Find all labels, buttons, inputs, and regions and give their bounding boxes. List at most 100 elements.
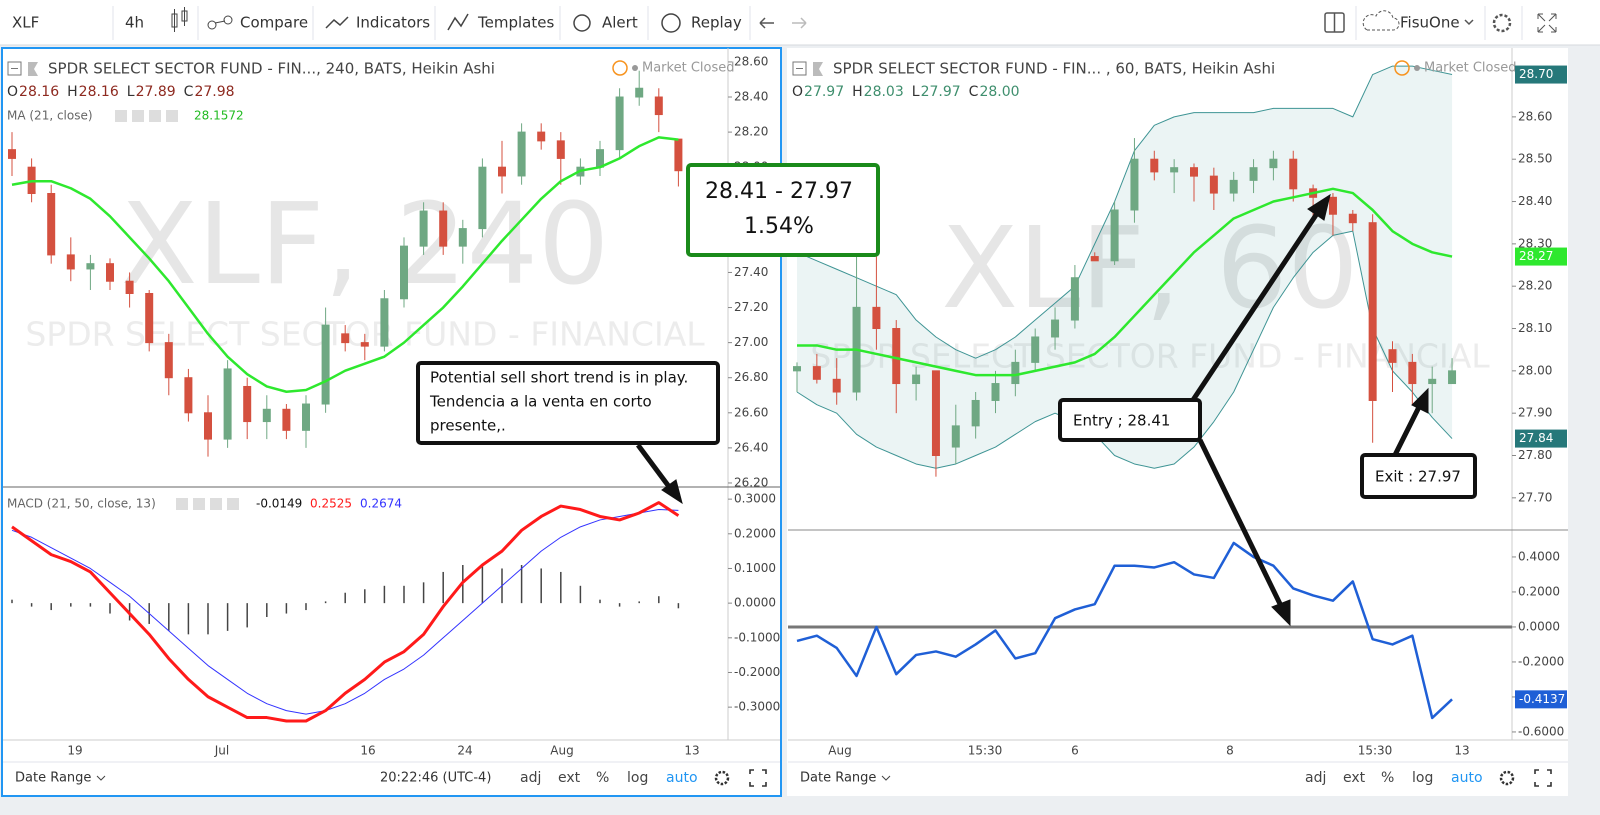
candle-body [86, 263, 95, 270]
indicator-control[interactable] [132, 110, 144, 122]
band-fill [797, 66, 1453, 469]
arrow [1190, 193, 1331, 402]
date-range[interactable]: Date Range [800, 771, 876, 786]
indicator-control[interactable] [115, 110, 127, 122]
watermark: XLF, 240 [121, 180, 610, 310]
collapse-button[interactable] [792, 61, 807, 76]
exit-text: Exit : 27.97 [1375, 468, 1461, 486]
candle-icon[interactable] [171, 7, 188, 32]
moving-average [797, 187, 1453, 377]
indicator-control[interactable] [210, 498, 222, 510]
x-tick-label: 6 [1071, 744, 1079, 758]
undo-button[interactable] [759, 17, 774, 29]
scale-button[interactable]: ext [558, 770, 581, 786]
y-tick-label: 28.30 [1518, 236, 1552, 250]
date-range[interactable]: Date Range [15, 771, 91, 786]
interval[interactable]: 4h [125, 14, 144, 32]
scale-button[interactable]: % [596, 770, 609, 786]
fullscreen-button[interactable] [749, 769, 767, 787]
x-tick-label: Aug [828, 744, 851, 758]
scale-button[interactable]: adj [520, 770, 541, 786]
note-text: presente,. [430, 417, 506, 435]
candle-body [1368, 222, 1377, 401]
y-tick-label: 27.80 [1518, 448, 1552, 462]
candle-body [1348, 213, 1357, 224]
candle-body [262, 408, 271, 423]
ohlc-value: 27.98 [194, 84, 234, 100]
scale-button[interactable]: log [1412, 770, 1433, 786]
status-dot [632, 65, 638, 71]
flag-icon [28, 62, 38, 76]
x-tick-label: 8 [1226, 744, 1234, 758]
settings-button[interactable] [1492, 13, 1512, 33]
settings-button[interactable] [714, 770, 730, 786]
y-tick-label: 28.20 [1518, 279, 1552, 293]
candle-body [1190, 167, 1198, 177]
indicator-control[interactable] [149, 110, 161, 122]
ohlc-letter: H [852, 84, 863, 100]
candle-body [556, 140, 565, 159]
indicator-control[interactable] [176, 498, 188, 510]
candle-body [1090, 256, 1099, 262]
x-tick-label: 15:30 [968, 744, 1003, 758]
y-tick-label: -0.2000 [734, 665, 780, 679]
templates-button[interactable]: Templates [477, 14, 554, 32]
scale-button[interactable]: auto [1451, 770, 1483, 786]
scale-button[interactable]: ext [1343, 770, 1366, 786]
lower-band [796, 230, 1453, 469]
alert-button[interactable]: Alert [602, 14, 638, 32]
indicator-control[interactable] [193, 498, 205, 510]
candle-body [1408, 361, 1417, 385]
candle-body [1011, 361, 1020, 385]
y-tick-label: 28.50 [1518, 152, 1552, 166]
candle-body [1229, 179, 1238, 194]
value-marker [1515, 690, 1567, 709]
candle-body [1448, 370, 1457, 385]
y-tick-label: 27.40 [734, 265, 768, 279]
scale-button[interactable]: % [1381, 770, 1394, 786]
compare-button[interactable]: Compare [240, 14, 308, 32]
layout-menu[interactable] [1464, 19, 1474, 26]
ohlc-letter: C [184, 84, 194, 100]
fullscreen-button[interactable] [1537, 13, 1557, 33]
price-marker [1515, 429, 1567, 448]
candle-body [341, 333, 350, 344]
compare-icon [207, 15, 233, 30]
y-tick-label: 26.40 [734, 440, 768, 454]
indicators-button[interactable]: Indicators [356, 14, 430, 32]
ohlc-value: 27.97 [804, 84, 844, 100]
settings-button[interactable] [1499, 770, 1515, 786]
candle-body [1249, 167, 1258, 181]
layout-name[interactable]: FisuOne [1400, 14, 1460, 32]
callout-text: 28.41 - 27.97 [705, 179, 853, 204]
status-dot [1414, 65, 1420, 71]
symbol[interactable]: XLF [12, 14, 39, 32]
market-status: Market Closed [1424, 61, 1517, 76]
ohlc-value: 28.03 [864, 84, 904, 100]
ohlc-value: 28.16 [79, 84, 119, 100]
fullscreen-button[interactable] [1534, 769, 1552, 787]
candle-body [360, 342, 369, 347]
scale-button[interactable]: log [627, 770, 648, 786]
collapse-button[interactable] [7, 61, 22, 76]
candle-body [223, 368, 232, 440]
replay-button[interactable]: Replay [691, 14, 742, 32]
moving-average [11, 136, 679, 393]
x-tick-label: Jul [214, 744, 229, 758]
macd-line [11, 501, 680, 723]
charts: XLF, 240 SPDR SELECT SECTOR FUND - FINANC… [3, 48, 1568, 787]
scale-button[interactable]: adj [1305, 770, 1326, 786]
candle-body [1110, 209, 1119, 262]
x-tick-label: Aug [550, 744, 573, 758]
redo-button[interactable] [792, 17, 807, 29]
candle-body [951, 425, 960, 448]
candle-body [931, 370, 940, 457]
scale-button[interactable]: auto [666, 770, 698, 786]
y-tick-label: 0.1000 [734, 561, 776, 575]
indicator-control[interactable] [166, 110, 178, 122]
candle-body [282, 408, 291, 431]
price-marker-label: 28.70 [1519, 67, 1553, 81]
y-tick-label: -0.6000 [1518, 724, 1564, 738]
candle-body [537, 131, 546, 142]
indicator-control[interactable] [227, 498, 239, 510]
